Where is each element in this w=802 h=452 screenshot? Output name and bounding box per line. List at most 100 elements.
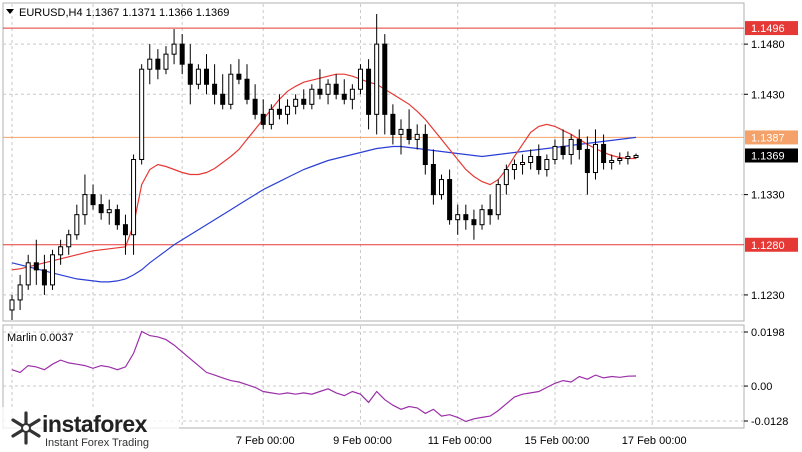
candle-body <box>147 58 153 70</box>
candle-body <box>503 169 509 186</box>
oscillator-tick-label: 0.00 <box>751 381 772 393</box>
price-pane-frame <box>2 2 745 322</box>
candle-body <box>122 224 128 236</box>
candle-body <box>139 68 145 160</box>
indicator-label: Marlin 0.0037 <box>7 332 74 344</box>
candle-body <box>592 143 598 174</box>
candle-body <box>479 209 485 226</box>
collapse-triangle-icon[interactable] <box>6 9 14 14</box>
moving-averages <box>11 73 637 283</box>
current-price-tag <box>745 148 798 163</box>
candle-body <box>212 83 218 95</box>
candle-body <box>439 179 445 196</box>
candle-body <box>576 138 582 150</box>
candle-body <box>285 105 291 115</box>
candle-body <box>430 164 436 196</box>
price-level-label: 1.1496 <box>751 23 785 35</box>
price-level-label: 1.1280 <box>751 240 785 252</box>
oscillator-tick-label: 0.0198 <box>751 327 785 339</box>
watermark-tagline: Instant Forex Trading <box>45 437 149 449</box>
candle-body <box>66 234 72 248</box>
candle-body <box>276 108 282 115</box>
candle-body <box>9 299 15 311</box>
candle-body <box>520 162 526 166</box>
marlin-oscillator <box>11 330 637 423</box>
candle-body <box>293 98 299 107</box>
candle-body <box>601 143 607 164</box>
candle-body <box>536 155 542 171</box>
candle-body <box>163 53 169 70</box>
price-axis: 1.1480 1.1430 1.1330 1.1230 0.0198 0.00 -0.012… <box>744 39 798 428</box>
candle-body <box>114 209 120 226</box>
candle-body <box>90 194 96 206</box>
candle-body <box>495 184 501 216</box>
candle-body <box>544 158 550 171</box>
candle-body <box>455 214 461 221</box>
candle-body <box>414 133 420 140</box>
candle-body <box>309 88 315 105</box>
candle-body <box>203 68 209 85</box>
moving-average-blue <box>11 136 637 283</box>
candle-body <box>131 158 137 236</box>
candle-body <box>406 128 412 140</box>
candle-body <box>33 262 39 271</box>
candle-body <box>528 155 534 164</box>
time-tick-label: 11 Feb 00:00 <box>428 435 492 447</box>
candle-body <box>236 73 242 80</box>
time-tick-label: 9 Feb 00:00 <box>333 435 392 447</box>
candle-body <box>422 133 428 166</box>
candle-body <box>50 254 56 286</box>
candle-body <box>98 204 104 214</box>
candle-body <box>511 164 517 171</box>
price-level-label: 1.1387 <box>751 132 785 144</box>
time-tick-label: 17 Feb 00:00 <box>622 435 687 447</box>
candle-body <box>341 93 347 100</box>
time-tick-label: 15 Feb 00:00 <box>525 435 590 447</box>
candle-body <box>487 209 493 216</box>
candle-body <box>560 145 566 155</box>
horizontal-levels: 1.1496 1.1387 1.1280 <box>3 21 798 252</box>
candle-body <box>366 68 372 115</box>
candle-body <box>220 93 226 105</box>
candle-body <box>584 148 590 174</box>
oscillator-tick-label: -0.0128 <box>751 416 788 428</box>
candle-body <box>633 154 639 158</box>
candle-body <box>41 269 47 286</box>
time-axis: 7 Feb 00:00 9 Feb 00:00 11 Feb 00:00 15 Feb… <box>236 435 687 447</box>
candle-body <box>333 83 339 95</box>
candle-body <box>106 209 112 214</box>
candle-body <box>325 83 331 95</box>
candle-body <box>301 98 307 105</box>
candle-body <box>374 43 380 115</box>
asterisk-logo-icon <box>11 411 41 445</box>
candle-body <box>471 219 477 226</box>
price-level-tag <box>745 21 798 36</box>
candle-body <box>568 138 574 155</box>
candle-body <box>171 43 177 55</box>
price-level-tag <box>745 130 798 145</box>
candle-body <box>357 68 363 90</box>
candle-body <box>349 88 355 100</box>
price-tick-label: 1.1230 <box>751 290 785 302</box>
candlesticks <box>9 14 639 320</box>
price-tick-label: 1.1330 <box>751 190 785 202</box>
candle-body <box>179 43 185 65</box>
candle-body <box>382 43 388 115</box>
candle-body <box>187 63 193 85</box>
candle-body <box>58 246 64 256</box>
candle-body <box>552 145 558 160</box>
candle-body <box>260 113 266 125</box>
candle-body <box>195 68 201 85</box>
candle-body <box>609 159 615 164</box>
candle-body <box>244 78 250 100</box>
candle-body <box>155 58 161 70</box>
symbol-info: EURUSD,H4 1.1367 1.1371 1.1366 1.1369 <box>19 7 229 19</box>
watermark: instaforex Instant Forex Trading <box>2 407 179 452</box>
candle-body <box>17 284 23 301</box>
candle-body <box>228 73 234 105</box>
candle-body <box>398 128 404 135</box>
moving-average-red <box>11 73 636 271</box>
candle-body <box>617 157 623 161</box>
candle-body <box>463 214 469 221</box>
